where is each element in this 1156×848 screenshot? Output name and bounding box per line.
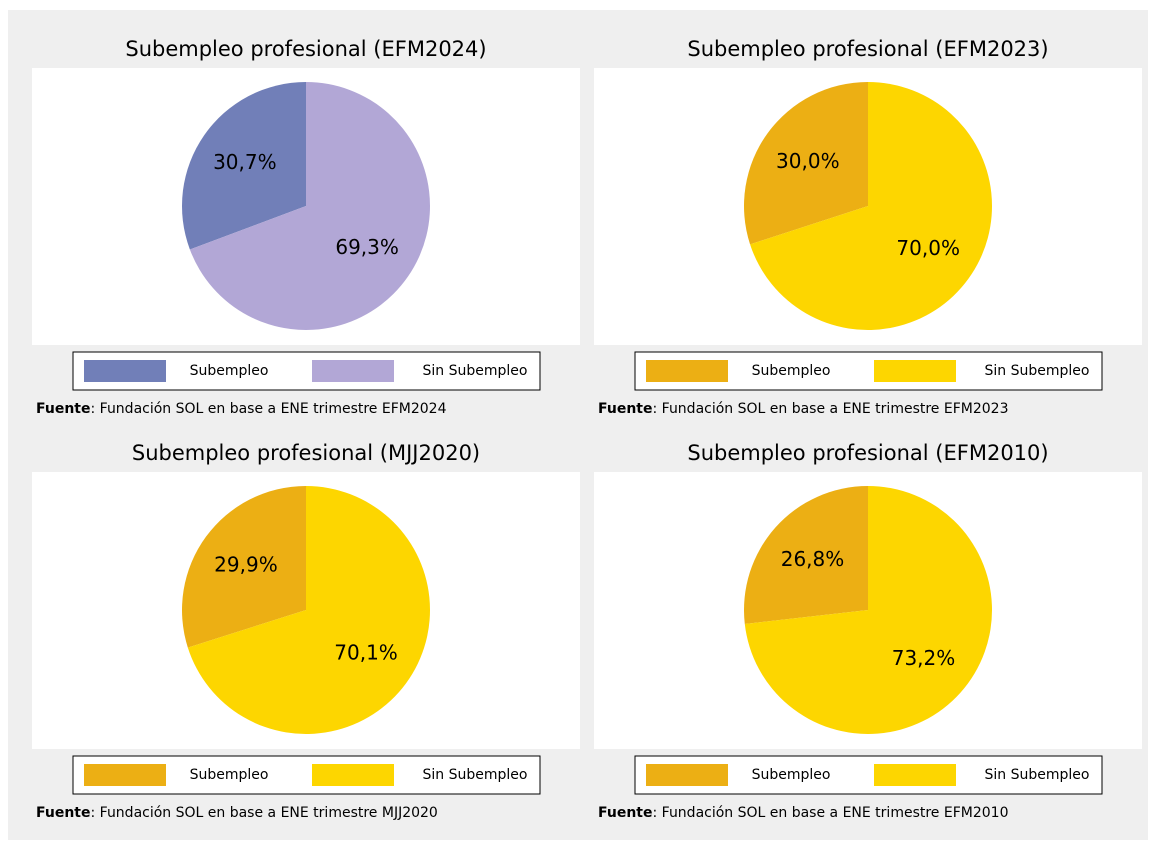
value-label: 29,9% — [214, 553, 278, 577]
legend-swatch — [84, 764, 166, 786]
legend-label: Sin Subempleo — [985, 767, 1090, 783]
legend-swatch — [646, 764, 728, 786]
source-note: Fuente: Fundación SOL en base a ENE trim… — [36, 401, 447, 417]
pie-slice — [181, 82, 306, 250]
value-label: 30,7% — [213, 150, 277, 174]
source-text: : Fundación SOL en base a ENE trimestre … — [652, 401, 1008, 417]
pie-slice — [743, 82, 868, 245]
legend-swatch — [874, 764, 956, 786]
value-label: 70,0% — [896, 236, 960, 260]
legend-swatch — [646, 360, 728, 382]
legend-label: Sin Subempleo — [985, 363, 1090, 379]
value-label: 69,3% — [335, 235, 399, 259]
source-text: : Fundación SOL en base a ENE trimestre … — [90, 805, 437, 821]
source-label: Fuente — [36, 805, 90, 821]
legend-swatch — [874, 360, 956, 382]
legend-swatch — [84, 360, 166, 382]
chart-title: Subempleo profesional (EFM2010) — [687, 441, 1048, 465]
value-label: 30,0% — [776, 149, 840, 173]
source-label: Fuente — [36, 401, 90, 417]
source-note: Fuente: Fundación SOL en base a ENE trim… — [598, 805, 1008, 821]
legend-label: Subempleo — [190, 767, 269, 783]
value-label: 70,1% — [334, 640, 398, 664]
legend-swatch — [312, 360, 394, 382]
source-note: Fuente: Fundación SOL en base a ENE trim… — [36, 805, 438, 821]
pie-slice — [189, 81, 430, 330]
pie-slice — [187, 486, 430, 735]
legend-swatch — [312, 764, 394, 786]
legend-label: Subempleo — [752, 363, 831, 379]
pie-slice — [744, 486, 992, 734]
legend-box — [634, 351, 1103, 391]
chart-title: Subempleo profesional (MJJ2020) — [132, 441, 480, 465]
value-label: 26,8% — [781, 547, 845, 571]
pie-slice — [750, 82, 992, 330]
chart-title: Subempleo profesional (EFM2024) — [125, 37, 486, 61]
legend-label: Sin Subempleo — [423, 363, 528, 379]
value-label: 73,2% — [892, 646, 956, 670]
source-label: Fuente — [598, 805, 652, 821]
legend-label: Subempleo — [752, 767, 831, 783]
source-text: : Fundación SOL en base a ENE trimestre … — [90, 401, 446, 417]
legend-label: Subempleo — [190, 363, 269, 379]
legend-label: Sin Subempleo — [423, 767, 528, 783]
pie-slice — [744, 486, 868, 624]
source-text: : Fundación SOL en base a ENE trimestre … — [652, 805, 1008, 821]
source-note: Fuente: Fundación SOL en base a ENE trim… — [598, 401, 1008, 417]
source-label: Fuente — [598, 401, 652, 417]
chart-title: Subempleo profesional (EFM2023) — [687, 37, 1048, 61]
pie-slice — [182, 486, 306, 648]
